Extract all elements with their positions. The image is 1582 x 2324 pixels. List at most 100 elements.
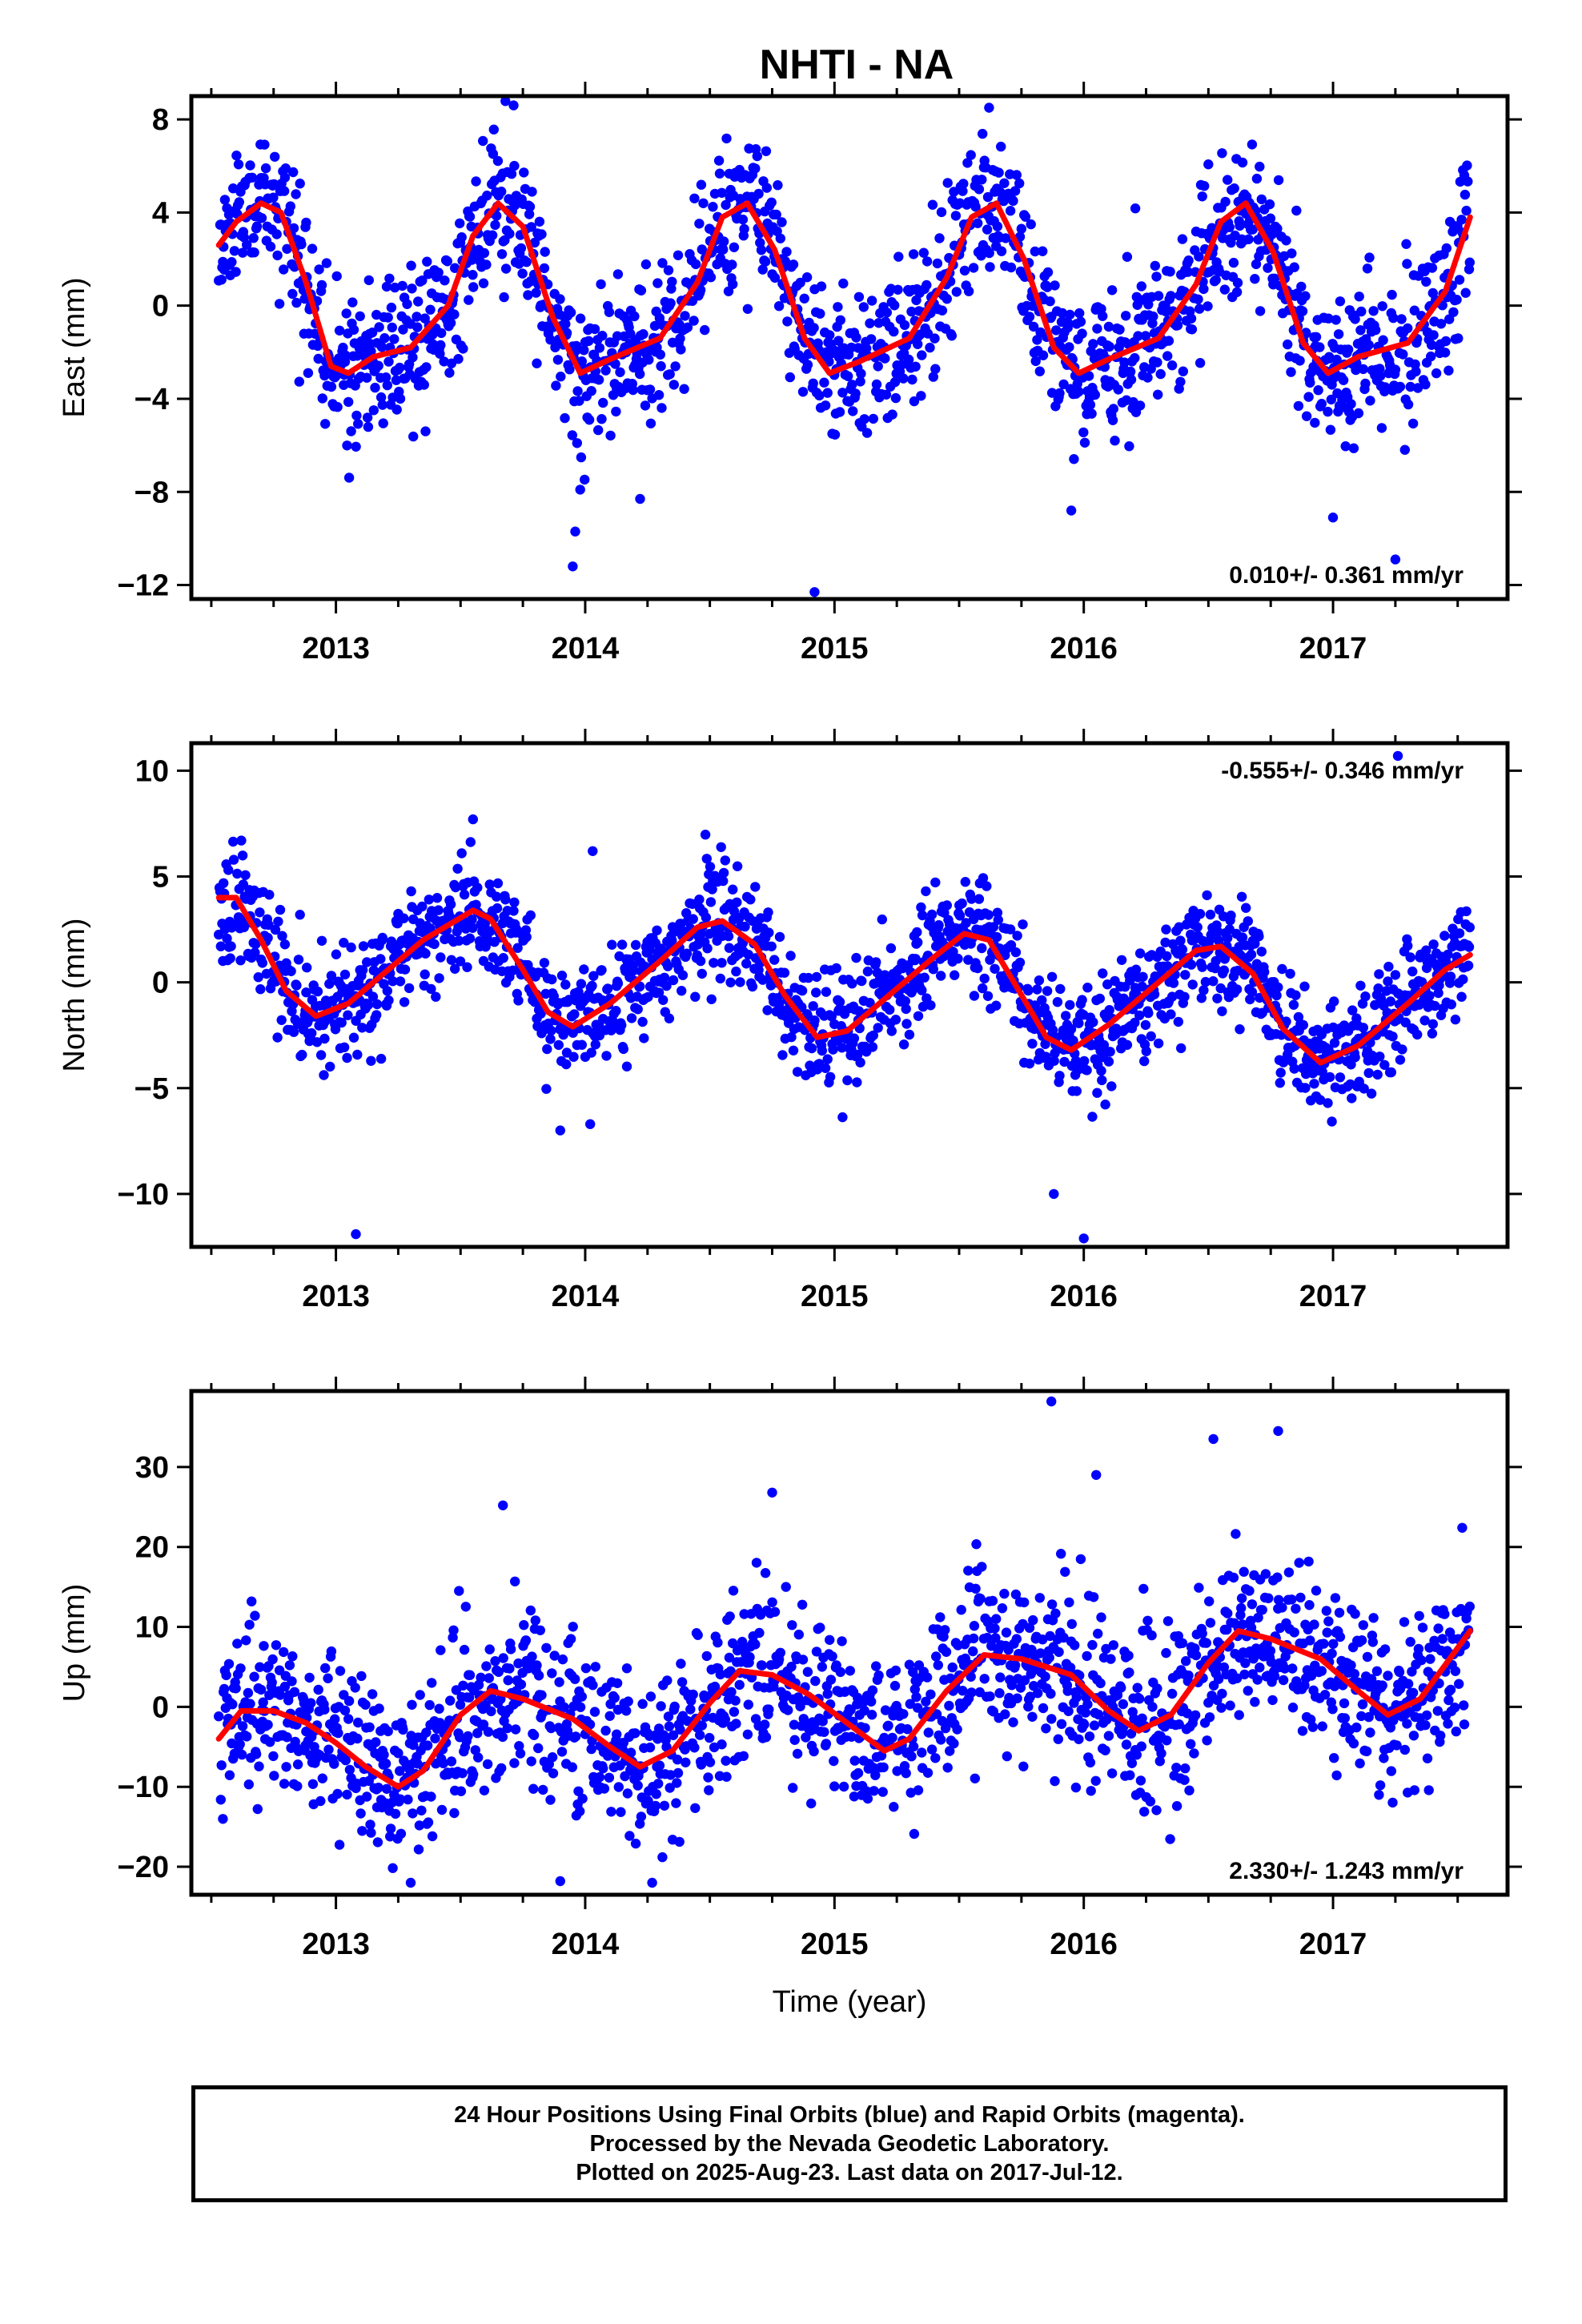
data-point bbox=[1094, 993, 1106, 1004]
data-point bbox=[215, 1795, 226, 1805]
data-point bbox=[1102, 979, 1113, 990]
data-point bbox=[847, 380, 857, 390]
data-point bbox=[478, 1719, 489, 1730]
data-point bbox=[740, 921, 750, 932]
data-point bbox=[785, 372, 795, 383]
data-point bbox=[296, 239, 307, 250]
data-point bbox=[1126, 1758, 1138, 1768]
data-point bbox=[1056, 1719, 1067, 1729]
data-point bbox=[1146, 1031, 1156, 1042]
data-point bbox=[302, 963, 312, 973]
data-point bbox=[690, 991, 701, 1002]
data-point bbox=[860, 1723, 870, 1733]
data-point bbox=[1435, 319, 1447, 329]
data-point bbox=[983, 910, 994, 920]
data-point bbox=[1359, 1084, 1369, 1094]
data-point bbox=[344, 1764, 355, 1775]
data-point bbox=[589, 324, 600, 335]
data-point bbox=[1166, 1009, 1176, 1019]
data-point bbox=[833, 336, 844, 346]
data-point bbox=[1087, 1639, 1098, 1651]
data-point bbox=[455, 218, 465, 229]
data-point bbox=[596, 279, 606, 290]
plot-area-north bbox=[214, 750, 1476, 1244]
data-point bbox=[1226, 911, 1236, 921]
data-point bbox=[1176, 1043, 1186, 1054]
data-point bbox=[1140, 1019, 1151, 1031]
data-point bbox=[845, 1666, 856, 1676]
data-point bbox=[1370, 999, 1380, 1011]
data-point bbox=[1010, 186, 1021, 196]
data-point bbox=[1061, 1011, 1071, 1021]
data-point bbox=[524, 209, 535, 219]
data-point bbox=[492, 891, 502, 902]
data-point bbox=[1162, 951, 1172, 962]
data-point bbox=[1153, 389, 1163, 400]
data-point bbox=[482, 191, 492, 201]
data-point bbox=[586, 1743, 596, 1755]
data-point bbox=[788, 259, 799, 270]
data-point bbox=[1014, 957, 1026, 968]
data-point bbox=[1440, 336, 1452, 347]
data-point bbox=[754, 1627, 765, 1638]
outlier-point bbox=[555, 1125, 565, 1136]
data-point bbox=[259, 139, 270, 150]
data-point bbox=[579, 964, 589, 975]
data-point bbox=[1119, 357, 1130, 368]
data-point bbox=[1275, 1068, 1286, 1078]
data-point bbox=[1375, 371, 1386, 381]
data-point bbox=[444, 368, 455, 378]
data-point bbox=[1405, 952, 1415, 963]
data-point bbox=[1055, 983, 1066, 995]
data-point bbox=[517, 268, 528, 279]
data-point bbox=[715, 1669, 725, 1680]
data-point bbox=[292, 1781, 303, 1791]
data-point bbox=[1460, 287, 1471, 298]
data-point bbox=[1106, 1654, 1116, 1664]
outlier-point bbox=[468, 814, 478, 825]
data-point bbox=[1134, 948, 1146, 959]
data-point bbox=[292, 1759, 303, 1770]
data-point bbox=[1032, 335, 1042, 345]
data-point bbox=[1239, 1669, 1250, 1680]
data-point bbox=[1161, 1647, 1171, 1659]
data-point bbox=[1326, 394, 1337, 405]
data-point bbox=[1363, 1068, 1374, 1079]
data-point bbox=[674, 1836, 685, 1848]
data-point bbox=[644, 384, 656, 395]
data-point bbox=[362, 957, 372, 967]
data-point bbox=[1236, 1593, 1247, 1604]
data-point bbox=[1195, 304, 1205, 314]
data-point bbox=[1023, 1701, 1034, 1712]
data-point bbox=[700, 324, 710, 336]
data-point bbox=[787, 1620, 797, 1630]
data-point bbox=[408, 352, 418, 363]
data-point bbox=[365, 1819, 375, 1830]
data-point bbox=[694, 895, 705, 905]
outlier-point bbox=[568, 561, 578, 572]
data-point bbox=[413, 296, 424, 307]
data-point bbox=[353, 1717, 363, 1728]
data-point bbox=[291, 297, 302, 308]
data-point bbox=[465, 837, 476, 847]
data-point bbox=[419, 380, 429, 390]
data-point bbox=[1383, 961, 1394, 972]
data-point bbox=[1301, 411, 1312, 421]
data-point bbox=[930, 333, 940, 344]
data-point bbox=[541, 1084, 552, 1094]
data-point bbox=[435, 1718, 445, 1728]
data-point bbox=[926, 1000, 936, 1011]
data-point bbox=[271, 1640, 282, 1651]
data-point bbox=[1201, 1638, 1212, 1648]
data-point bbox=[1153, 291, 1164, 301]
data-point bbox=[403, 1794, 413, 1805]
data-point bbox=[720, 1714, 730, 1725]
data-point bbox=[597, 331, 608, 341]
data-point bbox=[488, 124, 499, 135]
data-point bbox=[255, 1684, 267, 1695]
data-point bbox=[1281, 235, 1291, 246]
data-point bbox=[352, 1733, 363, 1744]
data-point bbox=[911, 1691, 921, 1703]
data-point bbox=[1223, 175, 1233, 185]
